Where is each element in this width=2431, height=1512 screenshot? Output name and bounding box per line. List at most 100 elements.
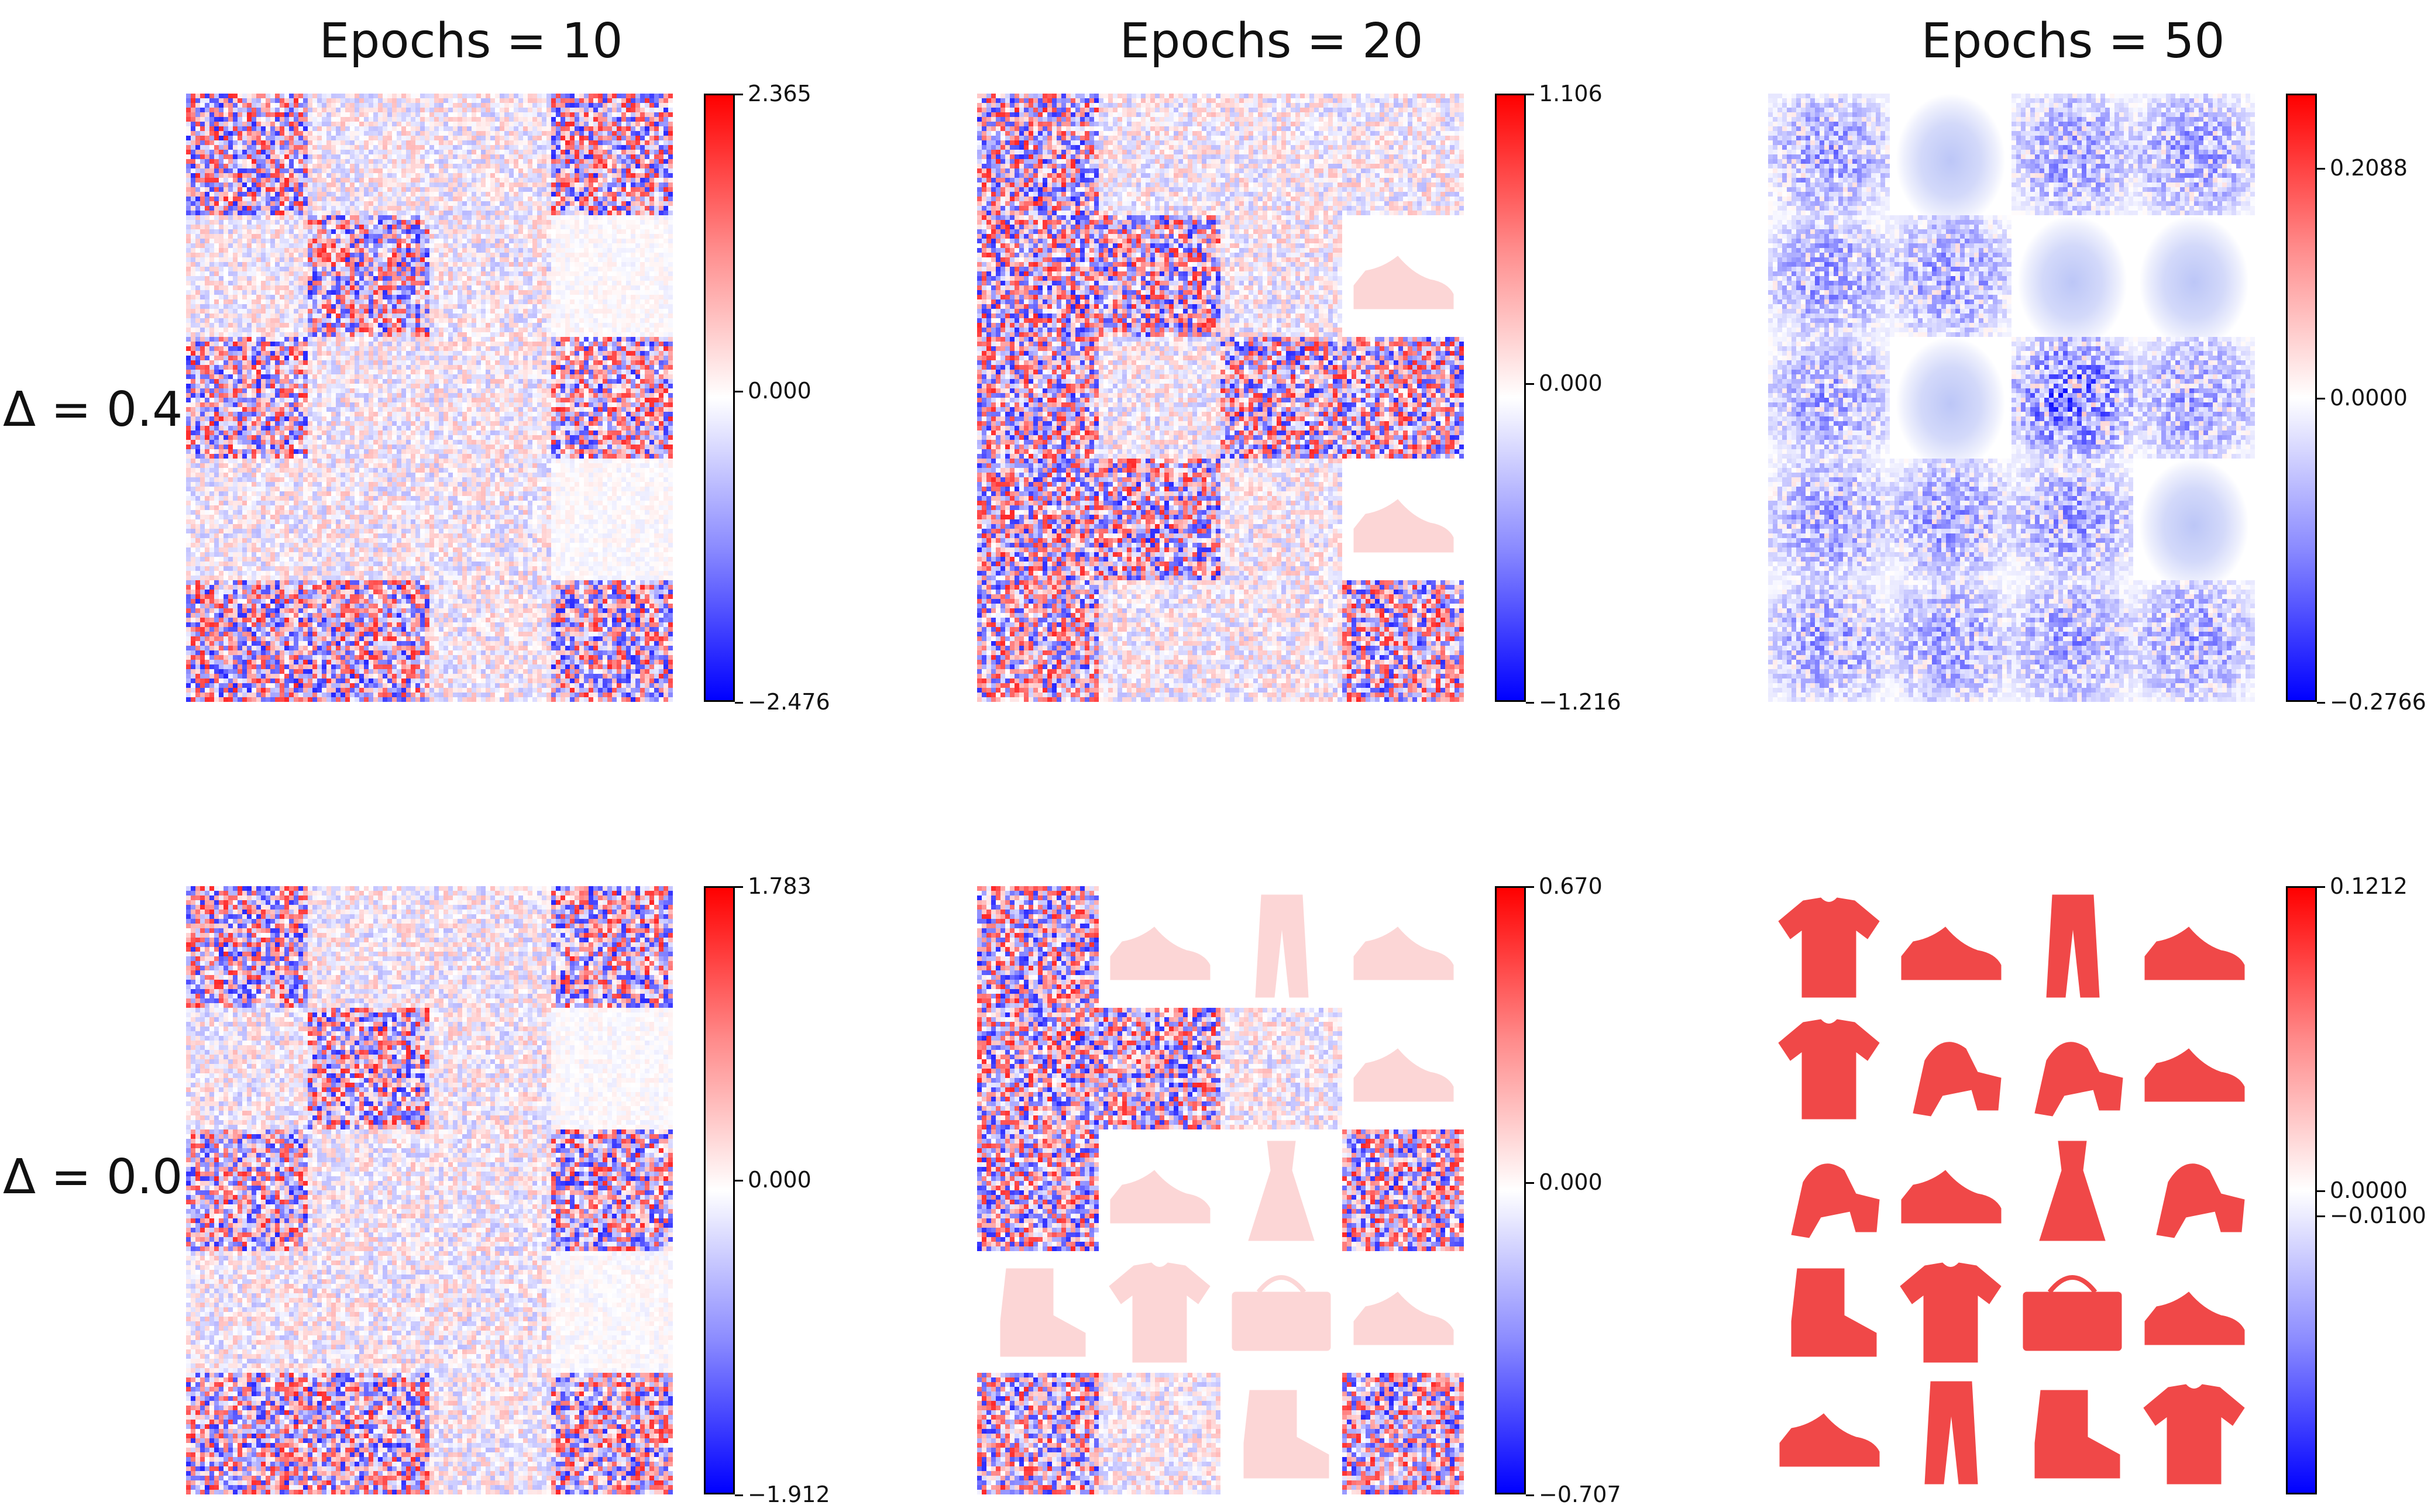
heatmap-cell-sandal [1768, 1129, 1890, 1251]
heatmap-cell-shoe [1890, 1129, 2011, 1251]
heatmap-cell-faint [429, 1129, 551, 1251]
heatmap-cell-noise [977, 1373, 1099, 1494]
heatmap-cell-trousers [1220, 886, 1342, 1008]
shoe-silhouette [2144, 1291, 2245, 1345]
shirt-silhouette [1109, 1262, 1211, 1363]
heatmap-cell-noise [551, 886, 673, 1008]
heatmap-cell-faint [429, 1008, 551, 1129]
colorbar [2286, 94, 2317, 702]
sandal-silhouette [1791, 1163, 1880, 1238]
heatmap-cell-blue-noise [1890, 215, 2011, 337]
colorbar-tick-label: −1.216 [1526, 689, 1621, 715]
heatmap-cell-faint-flat [551, 1251, 673, 1373]
heatmap-cell-noise [186, 580, 308, 702]
colorbar-tick-label: −1.912 [735, 1482, 830, 1507]
heatmap-cell-faint [1220, 94, 1342, 215]
bag-silhouette [2023, 1275, 2122, 1351]
boot-silhouette [2034, 1390, 2120, 1479]
colorbar-tick-label: 1.783 [735, 873, 812, 899]
shoe-silhouette [1353, 927, 1454, 980]
colorbar-tick-label: −0.2766 [2317, 689, 2426, 715]
colorbar-tick-label: −0.707 [1526, 1482, 1621, 1507]
heatmap-cell-noise [1099, 1008, 1220, 1129]
heatmap-panel [977, 94, 1464, 702]
heatmap-cell-faint [308, 94, 429, 215]
shoe-silhouette [1353, 499, 1454, 553]
sandal-silhouette [2034, 1042, 2123, 1117]
heatmap-cell-boot [1768, 1251, 1890, 1373]
row-title-delta-0-0: Δ = 0.0 [3, 1149, 183, 1205]
heatmap-cell-noise [977, 1008, 1099, 1129]
heatmap-cell-shoe [2133, 1008, 2255, 1129]
heatmap-cell-faint [429, 580, 551, 702]
heatmap-cell-shoe [1342, 1251, 1464, 1373]
heatmap-cell-faint [1342, 94, 1464, 215]
trousers-silhouette [1255, 894, 1309, 998]
heatmap-cell-faint [186, 459, 308, 580]
heatmap-cell-noise [977, 215, 1099, 337]
heatmap-cell-dress [1220, 1129, 1342, 1251]
heatmap-cell-blue-noise [2133, 580, 2255, 702]
heatmap-cell-sandal [2011, 1008, 2133, 1129]
heatmap-panel [977, 886, 1464, 1494]
heatmap-cell-faint [186, 1008, 308, 1129]
heatmap-cell-blue-noise [1768, 580, 1890, 702]
heatmap-cell-noise [551, 580, 673, 702]
heatmap-cell-faint [1099, 337, 1220, 459]
heatmap-cell-noise [977, 580, 1099, 702]
heatmap-cell-noise [977, 459, 1099, 580]
colorbar-tick-label: 2.365 [735, 81, 812, 106]
heatmap-cell-faint [186, 215, 308, 337]
heatmap-cell-faint [1099, 94, 1220, 215]
heatmap-cell-noise [1342, 580, 1464, 702]
heatmap-cell-boot [1220, 1373, 1342, 1494]
boot-silhouette [1791, 1268, 1877, 1357]
shoe-silhouette [1353, 1291, 1454, 1345]
heatmap-cell-shoe [1099, 886, 1220, 1008]
heatmap-cell-faint-flat [551, 215, 673, 337]
heatmap-cell-shoe [1342, 215, 1464, 337]
colorbar [1495, 94, 1526, 702]
boot-silhouette [1000, 1268, 1086, 1357]
colorbar-tick-label: 0.000 [1526, 370, 1603, 397]
heatmap-cell-noise [551, 94, 673, 215]
heatmap-cell-noise [977, 886, 1099, 1008]
heatmap-cell-noise [977, 337, 1099, 459]
heatmap-cell-trousers [2011, 886, 2133, 1008]
heatmap-cell-noise [186, 1129, 308, 1251]
shoe-silhouette [1110, 1170, 1211, 1224]
heatmap-panel [1768, 886, 2255, 1494]
heatmap-cell-noise [186, 337, 308, 459]
heatmap-cell-faint [308, 1129, 429, 1251]
heatmap-cell-noise [186, 1373, 308, 1494]
shirt-silhouette [2143, 1384, 2245, 1485]
heatmap-cell-blue-noise [1768, 337, 1890, 459]
shoe-silhouette [1353, 256, 1454, 309]
colorbar [2286, 886, 2317, 1494]
heatmap-cell-shirt [1768, 1008, 1890, 1129]
heatmap-cell-faint-flat [551, 1008, 673, 1129]
heatmap-cell-faint [186, 1251, 308, 1373]
heatmap-cell-faint [308, 459, 429, 580]
heatmap-cell-noise [977, 94, 1099, 215]
heatmap-cell-blue-blob [1890, 94, 2011, 215]
heatmap-cell-noise [1220, 337, 1342, 459]
heatmap-cell-bag [1220, 1251, 1342, 1373]
colorbar [704, 886, 735, 1494]
row-title-delta-0-4: Δ = 0.4 [3, 382, 183, 438]
heatmap-cell-faint [429, 94, 551, 215]
heatmap-cell-blue-blob [2133, 215, 2255, 337]
colorbar [704, 94, 735, 702]
shoe-silhouette [1779, 1413, 1880, 1467]
shoe-silhouette [2144, 1048, 2245, 1102]
heatmap-cell-faint [1220, 1008, 1342, 1129]
heatmap-cell-blue-noise [2133, 337, 2255, 459]
trousers-silhouette [2046, 894, 2100, 998]
heatmap-cell-blue-blob [2011, 215, 2133, 337]
sandal-silhouette [2156, 1163, 2245, 1238]
heatmap-cell-blue-noise [1768, 459, 1890, 580]
heatmap-cell-noise [1099, 215, 1220, 337]
heatmap-cell-noise [1342, 337, 1464, 459]
colorbar [1495, 886, 1526, 1494]
